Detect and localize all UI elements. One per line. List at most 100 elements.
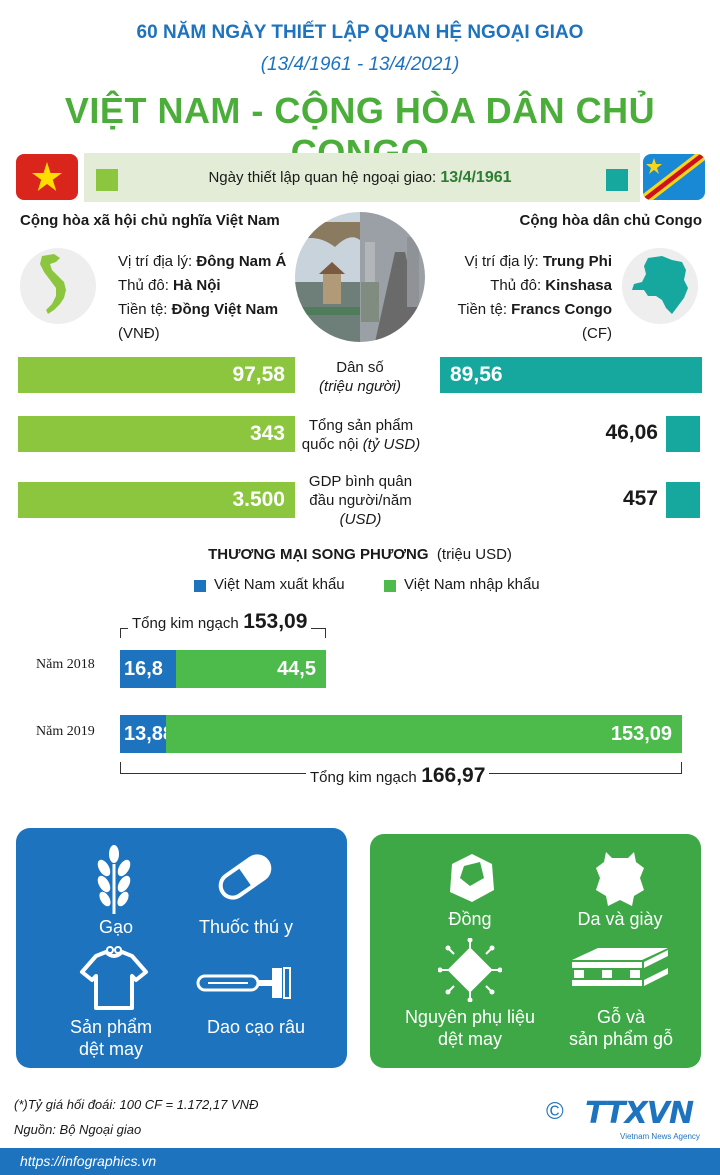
import-wood: Gỗ và sản phẩm gỗ <box>556 1006 686 1050</box>
cg-gdp-value: 46,06 <box>605 421 658 444</box>
vn-cur-code: (VNĐ) <box>118 325 160 342</box>
cg-cap-label: Thủ đô: <box>490 277 542 294</box>
gdppc-label: GDP bình quân đầu người/năm (USD) <box>298 472 423 529</box>
import-materials-1: Nguyên phụ liệu <box>404 1007 536 1027</box>
export-razor: Dao cạo râu <box>206 1017 306 1037</box>
footer-bar <box>0 1148 720 1175</box>
vn-cap: Hà Nội <box>173 277 221 294</box>
import-wood-1: Gỗ và <box>596 1007 646 1027</box>
export-textile: Sản phẩm dệt may <box>46 1016 176 1060</box>
established-text: Ngày thiết lập quan hệ ngoại giao: 13/4/… <box>130 169 590 187</box>
shirt-icon <box>80 946 148 1010</box>
cg-population-bar: 89,56 <box>440 357 702 393</box>
population-label-2: (triệu người) <box>319 378 401 395</box>
import-materials-2: dệt may <box>437 1029 503 1049</box>
cg-gdppc-bar <box>666 482 700 518</box>
total-2019-value: 166,97 <box>421 764 486 787</box>
import-2019-bar: 153,09 <box>166 715 682 753</box>
cg-loc: Trung Phi <box>542 253 612 270</box>
established-label: Ngày thiết lập quan hệ ngoại giao: <box>208 169 437 186</box>
export-textile-1: Sản phẩm <box>69 1017 153 1037</box>
congo-name: Cộng hòa dân chủ Congo <box>519 212 702 229</box>
gdppc-label-3: (USD) <box>339 511 382 528</box>
cg-cur-code: (CF) <box>582 325 612 342</box>
year-2019-label: Năm 2019 <box>36 724 95 739</box>
vietnam-name: Cộng hòa xã hội chủ nghĩa Việt Nam <box>20 212 280 229</box>
vn-color-square <box>96 169 118 191</box>
copyright-icon: © <box>546 1098 564 1125</box>
gdp-label-2a: quốc nội <box>301 436 359 453</box>
cg-color-square <box>606 169 628 191</box>
cg-cap: Kinshasa <box>545 277 612 294</box>
total-2018-label: Tổng kim ngạch <box>132 615 239 632</box>
import-2018-bar: 44,5 <box>176 650 326 688</box>
export-2019-bar: 13,88 <box>120 715 174 753</box>
cg-loc-label: Vị trí địa lý: <box>464 253 539 270</box>
established-value: 13/4/1961 <box>440 169 512 186</box>
header-subtitle: 60 NĂM NGÀY THIẾT LẬP QUAN HỆ NGOẠI GIAO <box>136 22 584 43</box>
source-note: Nguồn: Bộ Ngoại giao <box>14 1122 142 1137</box>
cg-gdppc-value: 457 <box>622 487 658 510</box>
legend-import: Việt Nam nhập khẩu <box>404 576 540 593</box>
legend-export-swatch <box>194 580 206 592</box>
gdppc-label-2: đầu người/năm <box>309 492 412 509</box>
site-url-link[interactable]: https://infographics.vn <box>20 1153 157 1169</box>
copper-ore-icon <box>450 854 494 902</box>
ttxvn-logo: TTXVN <box>585 1096 694 1131</box>
total-2018-value: 153,09 <box>243 610 308 633</box>
legend-export: Việt Nam xuất khẩu <box>214 576 345 593</box>
trade-unit: (triệu USD) <box>436 546 512 563</box>
gdp-label-1: Tổng sản phẩm <box>308 417 414 434</box>
import-leather: Da và giày <box>577 909 663 929</box>
vietnam-flag-icon <box>16 154 78 200</box>
export-2018-bar: 16,8 <box>120 650 176 688</box>
vn-cur: Đồng Việt Nam <box>171 301 279 318</box>
page-title: VIỆT NAM - CỘNG HÒA DÂN CHỦ CONGO <box>64 90 656 173</box>
export-rice: Gạo <box>98 917 134 937</box>
gdp-label: Tổng sản phẩm quốc nội (tỷ USD) <box>296 416 426 454</box>
import-wood-2: sản phẩm gỗ <box>568 1029 674 1049</box>
cg-cur-label: Tiền tệ: <box>457 301 507 318</box>
total-2019: Tổng kim ngạch 166,97 <box>306 764 490 788</box>
rice-icon <box>97 845 131 914</box>
total-2018: Tổng kim ngạch 153,09 <box>128 610 312 634</box>
congo-map-icon <box>622 248 698 324</box>
vietnam-map-icon <box>20 248 96 324</box>
vn-gdppc-bar: 3.500 <box>18 482 295 518</box>
materials-icon <box>438 938 502 1002</box>
gdppc-label-1: GDP bình quân <box>308 473 413 490</box>
population-label: Dân số (triệu người) <box>300 358 420 396</box>
import-materials: Nguyên phụ liệu dệt may <box>390 1006 550 1050</box>
total-2019-label: Tổng kim ngạch <box>310 769 417 786</box>
ttxvn-logo-sub: Vietnam News Agency <box>620 1132 700 1141</box>
congo-info: Vị trí địa lý: Trung Phi Thủ đô: Kinshas… <box>458 250 612 346</box>
pill-icon <box>218 854 272 900</box>
import-products-box: Đồng Da và giày Nguyên phụ liệu dệt may <box>370 834 701 1068</box>
gdp-label-2b: (tỷ USD) <box>362 436 421 453</box>
trade-title-text: THƯƠNG MẠI SONG PHƯƠNG <box>208 546 429 563</box>
population-label-1: Dân số <box>336 359 384 376</box>
cg-gdp-bar <box>666 416 700 452</box>
exchange-rate-note: (*)Tỷ giá hối đoái: 100 CF = 1.172,17 VN… <box>14 1097 259 1112</box>
vn-loc: Đông Nam Á <box>196 253 287 270</box>
import-copper: Đồng <box>448 909 492 929</box>
leather-icon <box>596 852 644 906</box>
vn-population-bar: 97,58 <box>18 357 295 393</box>
trade-title: THƯƠNG MẠI SONG PHƯƠNG (triệu USD) <box>0 546 720 563</box>
razor-icon <box>196 967 291 999</box>
vn-cap-label: Thủ đô: <box>118 277 169 294</box>
header-dates: (13/4/1961 - 13/4/2021) <box>260 54 460 75</box>
export-textile-2: dệt may <box>78 1039 144 1059</box>
congo-flag-icon <box>643 154 705 200</box>
wood-pallet-icon <box>572 948 668 986</box>
vn-cur-label: Tiền tệ: <box>118 301 168 318</box>
established-bar <box>84 153 640 202</box>
vietnam-info: Vị trí địa lý: Đông Nam Á Thủ đô: Hà Nội… <box>118 250 286 346</box>
legend-import-swatch <box>384 580 396 592</box>
export-vet-medicine: Thuốc thú y <box>198 917 294 937</box>
vn-loc-label: Vị trí địa lý: <box>118 253 193 270</box>
vn-gdp-bar: 343 <box>18 416 295 452</box>
cg-cur: Francs Congo <box>511 301 612 318</box>
landmark-photo <box>295 212 425 342</box>
export-products-box: Gạo Thuốc thú y Sản phẩm dệt may Dao cạo… <box>16 828 347 1068</box>
